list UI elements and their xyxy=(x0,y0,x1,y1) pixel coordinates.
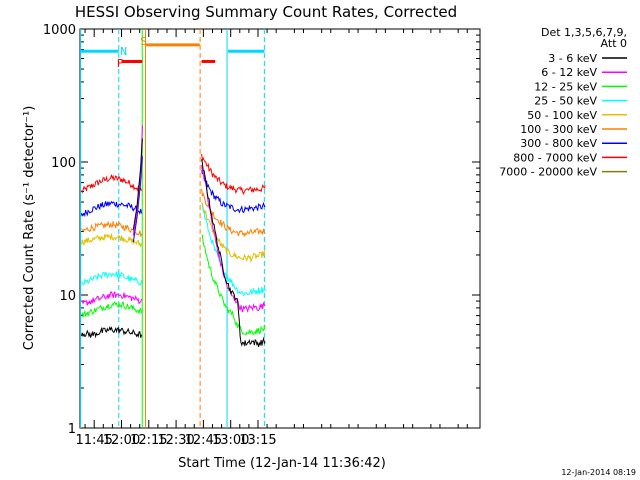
plot-frame xyxy=(79,28,481,429)
series-300-800-kev-post xyxy=(201,170,266,214)
series-25-50-kev-pre xyxy=(81,271,142,286)
series-6-12-kev-pre xyxy=(81,291,142,306)
series-12-25-kev-pre xyxy=(81,301,142,318)
saa-label: S xyxy=(140,35,147,48)
y-tick-label: 1000 xyxy=(43,23,76,38)
series-3-6-kev-post xyxy=(201,159,266,348)
y-tick-label: 10 xyxy=(59,289,76,304)
legend-label: 100 - 300 keV xyxy=(520,123,597,136)
series-100-300-kev-post xyxy=(201,188,266,238)
legend-label: 800 - 7000 keV xyxy=(513,151,597,164)
series-3-6-kev-pre xyxy=(81,325,142,339)
legend-header: Det 1,3,5,6,7,9, xyxy=(541,26,627,39)
night-label: N xyxy=(120,45,127,58)
x-tick-label: 12:30 xyxy=(157,433,194,448)
series-25-50-kev-post xyxy=(201,205,266,297)
flare-label: F xyxy=(117,57,124,70)
x-tick-label: 11:45 xyxy=(75,433,112,448)
series-800-7000-kev-post xyxy=(201,154,266,195)
series-6-12-kev-post xyxy=(201,165,266,313)
y-axis-label: Corrected Count Rate (s⁻¹ detector⁻¹) xyxy=(22,106,37,351)
x-tick-label: 12:15 xyxy=(130,433,167,448)
series-50-100-kev-post xyxy=(201,201,266,264)
series-300-800-kev-pre xyxy=(81,200,142,218)
x-tick-label: 12:00 xyxy=(103,433,140,448)
flare-spike xyxy=(132,138,143,230)
legend-label: 6 - 12 keV xyxy=(541,66,597,79)
y-tick-label: 100 xyxy=(51,156,76,171)
flare-spike xyxy=(132,156,143,243)
legend-label: 3 - 6 keV xyxy=(548,52,597,65)
legend-label: 25 - 50 keV xyxy=(534,95,597,108)
legend-label: 50 - 100 keV xyxy=(527,109,597,122)
chart-title: HESSI Observing Summary Count Rates, Cor… xyxy=(75,3,457,21)
legend-label: 7000 - 20000 keV xyxy=(499,166,597,179)
series-800-7000-kev-pre xyxy=(81,174,142,194)
legend-label: 12 - 25 keV xyxy=(534,80,597,93)
x-axis-label: Start Time (12-Jan-14 11:36:42) xyxy=(178,456,386,471)
timestamp: 12-Jan-2014 08:19 xyxy=(561,468,636,477)
series-100-300-kev-pre xyxy=(81,220,142,238)
x-tick-label: 12:45 xyxy=(185,433,222,448)
series-50-100-kev-pre xyxy=(81,233,142,248)
x-tick-label: 13:00 xyxy=(212,433,249,448)
legend-label: 300 - 800 keV xyxy=(520,137,597,150)
legend-header: Att 0 xyxy=(601,37,627,50)
series-12-25-kev-post xyxy=(201,234,266,336)
y-tick-label: 1 xyxy=(68,422,76,437)
x-tick-label: 13:15 xyxy=(239,433,276,448)
